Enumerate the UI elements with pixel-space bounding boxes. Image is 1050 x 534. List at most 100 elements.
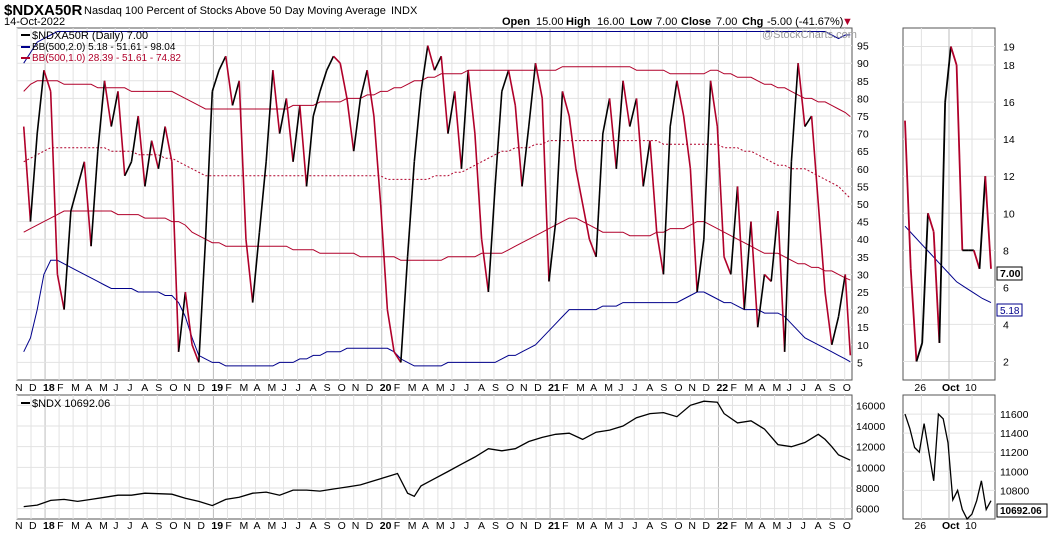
x-tick-label: D <box>197 520 205 532</box>
zoom-ndx-y-tick-label: 11600 <box>1000 409 1029 421</box>
x-tick-label: J <box>464 520 469 532</box>
x-tick-label: O <box>674 520 682 532</box>
x-tick-label: D <box>534 520 542 532</box>
x-tick-label: N <box>15 382 23 394</box>
price-segment <box>258 161 267 233</box>
x-tick-label: J <box>450 382 455 394</box>
price-segment <box>56 274 65 310</box>
x-tick-label: A <box>646 520 653 532</box>
x-tick-label: S <box>829 382 836 394</box>
price-segment <box>157 126 166 169</box>
y-tick-label: 6000 <box>856 504 880 516</box>
price-segment <box>837 274 847 317</box>
price-segment <box>379 203 389 310</box>
y-tick-label: 60 <box>857 164 869 176</box>
x-tick-label: J <box>113 382 118 394</box>
price-segment <box>43 69 52 92</box>
y-tick-label: 12000 <box>856 442 885 454</box>
chg-value: -5.00 (-41.67%) <box>767 16 843 28</box>
y-tick-label: 8000 <box>856 483 880 495</box>
y-tick-label: 14000 <box>856 421 885 433</box>
high-label: High <box>566 16 591 28</box>
low-value: 7.00 <box>656 16 677 28</box>
low-label: Low <box>630 16 652 28</box>
price-segment <box>750 221 759 328</box>
y-tick-label: 55 <box>857 181 869 193</box>
price-segment <box>608 98 618 169</box>
zoom-x-tick-label: 10 <box>965 520 977 532</box>
y-tick-label: 40 <box>857 234 869 246</box>
price-segment <box>97 80 106 152</box>
price-segment <box>696 239 705 293</box>
price-segment <box>373 115 382 205</box>
x-tick-label: J <box>127 520 132 532</box>
x-tick-label: S <box>324 520 331 532</box>
price-segment <box>70 186 79 212</box>
price-segment <box>211 69 220 92</box>
price-segment <box>413 91 422 162</box>
legend-ndx: $NDX 10692.06 <box>32 398 110 410</box>
x-tick-label: M <box>239 520 248 532</box>
price-segment <box>83 161 92 247</box>
price-segment <box>426 45 436 71</box>
watermark: @StockCharts.com <box>762 29 857 41</box>
x-tick-label: F <box>57 520 63 532</box>
price-segment <box>90 151 99 247</box>
x-tick-label: M <box>773 520 782 532</box>
price-segment <box>453 91 463 169</box>
price-segment <box>346 98 355 152</box>
zoom-x-tick-label: Oct <box>942 382 960 394</box>
price-segment <box>29 133 38 222</box>
x-tick-label: O <box>843 382 851 394</box>
price-segment <box>480 239 490 293</box>
y-tick-label: 85 <box>857 76 869 88</box>
zoom-ndx-y-tick-label: 10800 <box>1000 485 1029 497</box>
last-value-label: 7.00 <box>1000 268 1021 280</box>
price-segment <box>366 70 375 117</box>
x-tick-label: M <box>773 382 782 394</box>
price-segment <box>777 211 786 352</box>
price-segment <box>191 344 200 363</box>
x-tick-label: F <box>394 382 400 394</box>
price-segment <box>251 232 261 303</box>
price-segment <box>642 140 651 187</box>
price-segment <box>231 80 240 106</box>
price-segment <box>756 274 766 328</box>
y-tick-label: 16000 <box>856 400 885 412</box>
price-segment <box>655 232 665 275</box>
price-segment <box>561 91 570 117</box>
price-segment <box>339 63 348 99</box>
x-tick-label: M <box>99 382 108 394</box>
price-segment <box>763 273 772 282</box>
x-tick-label: D <box>702 382 710 394</box>
price-segment <box>76 161 86 187</box>
price-segment <box>770 210 779 282</box>
price-segment <box>494 91 503 187</box>
x-tick-label: M <box>604 382 613 394</box>
x-tick-label: M <box>99 520 108 532</box>
x-tick-label: 21 <box>548 382 560 394</box>
symbol-description: Nasdaq 100 Percent of Stocks Above 50 Da… <box>84 5 386 17</box>
price-segment <box>124 161 133 177</box>
x-tick-label: M <box>436 520 445 532</box>
grid-layer <box>16 28 995 519</box>
x-tick-label: D <box>702 520 710 532</box>
chart-date: 14-Oct-2022 <box>4 16 65 28</box>
price-segment <box>272 70 281 134</box>
x-tick-label: D <box>29 382 37 394</box>
price-segment <box>783 161 793 352</box>
x-tick-label: M <box>408 520 417 532</box>
y-tick-label: 75 <box>857 111 869 123</box>
band-value-label: 5.18 <box>1000 306 1020 317</box>
zoom-ndx-line <box>904 412 992 521</box>
price-segment <box>130 115 140 162</box>
x-tick-label: A <box>310 520 317 532</box>
x-tick-label: F <box>730 520 736 532</box>
x-tick-label: J <box>296 520 301 532</box>
price-segment <box>198 239 207 363</box>
x-tick-label: S <box>829 520 836 532</box>
price-segment <box>184 291 193 345</box>
zoom-price-segment <box>950 46 958 66</box>
zoom-y-tick-label: 16 <box>1003 97 1015 109</box>
x-tick-label: N <box>352 382 360 394</box>
